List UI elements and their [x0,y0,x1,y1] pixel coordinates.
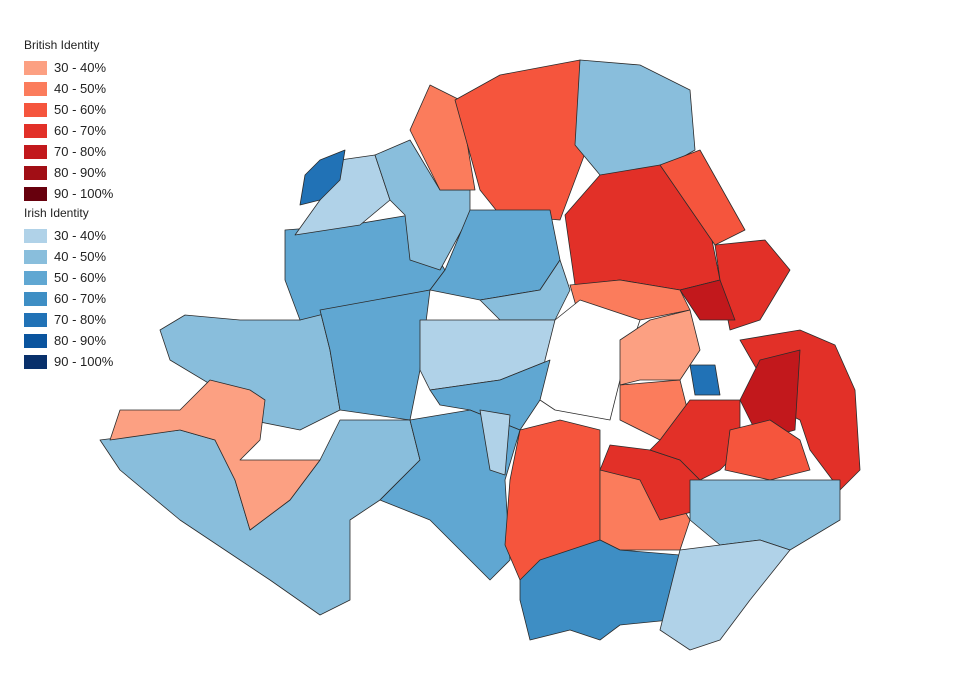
legend-item-irish: 40 - 50% [24,246,113,267]
legend-item-british: 90 - 100% [24,183,113,204]
legend-item-irish: 80 - 90% [24,330,113,351]
legend-label: 90 - 100% [54,354,114,369]
legend: British Identity 30 - 40% 40 - 50% 50 - 60… [24,38,113,372]
legend-swatch [24,165,47,180]
map-region [679,279,736,321]
legend-label: 30 - 40% [54,228,107,243]
legend-label: 60 - 70% [54,291,107,306]
legend-swatch [24,354,47,369]
legend-item-irish: 50 - 60% [24,267,113,288]
legend-swatch [24,312,47,327]
legend-item-british: 30 - 40% [24,57,113,78]
map-region [109,379,321,531]
legend-label: 70 - 80% [54,312,107,327]
legend-swatch [24,333,47,348]
map-region [429,359,551,431]
legend-label: 50 - 60% [54,102,107,117]
legend-item-british: 60 - 70% [24,120,113,141]
map-region [574,59,696,176]
legend-british: British Identity 30 - 40% 40 - 50% 50 - 60… [24,38,113,204]
legend-label: 80 - 90% [54,333,107,348]
legend-swatch [24,102,47,117]
map-region [724,419,811,481]
legend-item-irish: 90 - 100% [24,351,113,372]
legend-label: 80 - 90% [54,165,107,180]
map-region [689,364,721,396]
legend-irish: Irish Identity 30 - 40% 40 - 50% 50 - 60% 6… [24,206,113,372]
legend-swatch [24,144,47,159]
map-region [659,539,791,651]
map-region [454,59,591,221]
legend-label: 30 - 40% [54,60,107,75]
legend-label: 60 - 70% [54,123,107,138]
legend-swatch [24,249,47,264]
map-region [689,479,841,551]
legend-item-british: 50 - 60% [24,99,113,120]
map-region [299,149,346,206]
legend-item-irish: 70 - 80% [24,309,113,330]
legend-label: 50 - 60% [54,270,107,285]
legend-item-british: 40 - 50% [24,78,113,99]
legend-item-irish: 60 - 70% [24,288,113,309]
legend-british-title: British Identity [24,38,100,52]
legend-swatch [24,123,47,138]
legend-item-british: 80 - 90% [24,162,113,183]
legend-item-irish: 30 - 40% [24,225,113,246]
legend-label: 40 - 50% [54,81,107,96]
legend-item-british: 70 - 80% [24,141,113,162]
legend-swatch [24,291,47,306]
legend-label: 90 - 100% [54,186,114,201]
legend-irish-title: Irish Identity [24,206,89,220]
legend-label: 70 - 80% [54,144,107,159]
map-region [659,149,746,246]
legend-swatch [24,81,47,96]
map-region [479,409,511,476]
legend-swatch [24,60,47,75]
legend-swatch [24,186,47,201]
legend-swatch [24,228,47,243]
legend-swatch [24,270,47,285]
map-region [374,139,471,271]
legend-label: 40 - 50% [54,249,107,264]
